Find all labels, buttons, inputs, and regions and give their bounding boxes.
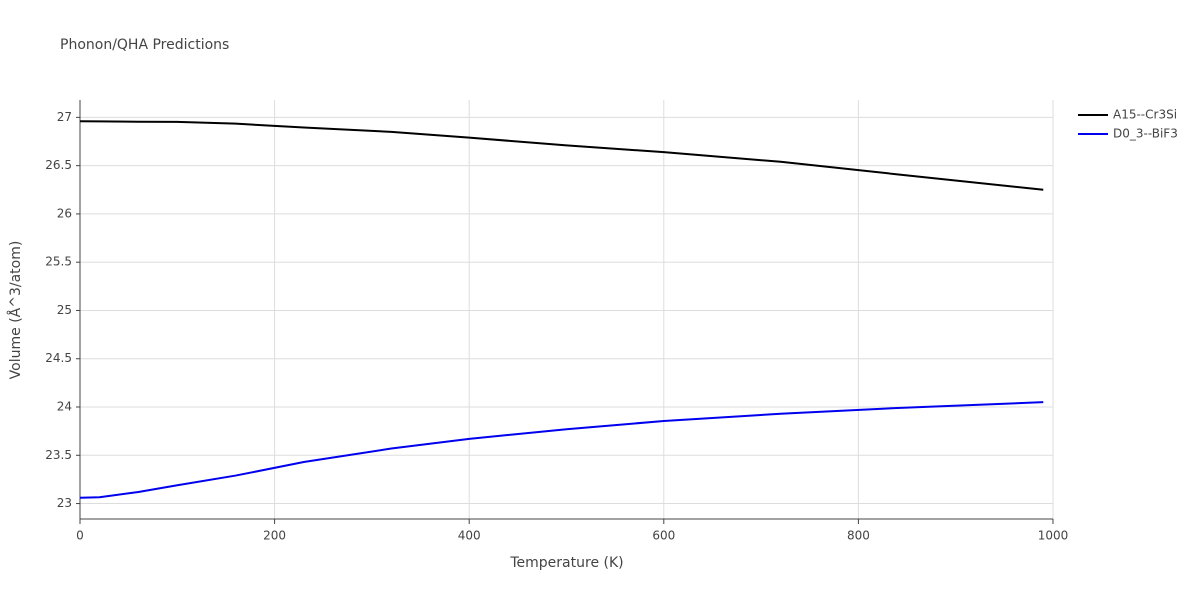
series-line: [79, 401, 1044, 499]
chart-title: Phonon/QHA Predictions: [60, 37, 229, 53]
y-tick-label: 24.5: [45, 351, 72, 365]
y-axis-label: Volume (Å^3/atom): [7, 241, 24, 380]
x-axis-label: Temperature (K): [509, 555, 623, 571]
x-tick-label: 1000: [1038, 529, 1069, 543]
y-tick-label: 26.5: [45, 158, 72, 172]
legend-label: A15--Cr3Si: [1113, 108, 1177, 122]
y-tick-label: 24: [57, 400, 72, 414]
legend-label: D0_3--BiF3: [1113, 127, 1178, 141]
x-tick-label: 400: [458, 529, 481, 543]
y-tick-label: 23.5: [45, 448, 72, 462]
y-tick-label: 23: [57, 496, 72, 510]
x-tick-label: 800: [847, 529, 870, 543]
x-tick-label: 0: [76, 529, 84, 543]
y-tick-label: 25.5: [45, 255, 72, 269]
y-tick-label: 27: [57, 110, 72, 124]
x-tick-label: 600: [652, 529, 675, 543]
series-line: [79, 120, 1044, 191]
y-tick-label: 26: [57, 206, 72, 220]
y-tick-label: 25: [57, 303, 72, 317]
x-tick-label: 200: [263, 529, 286, 543]
